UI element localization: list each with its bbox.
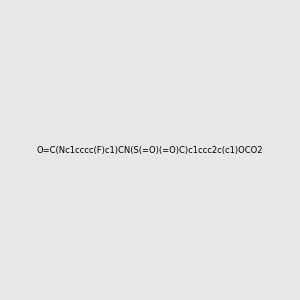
Text: O=C(Nc1cccc(F)c1)CN(S(=O)(=O)C)c1ccc2c(c1)OCO2: O=C(Nc1cccc(F)c1)CN(S(=O)(=O)C)c1ccc2c(c…: [37, 146, 263, 154]
